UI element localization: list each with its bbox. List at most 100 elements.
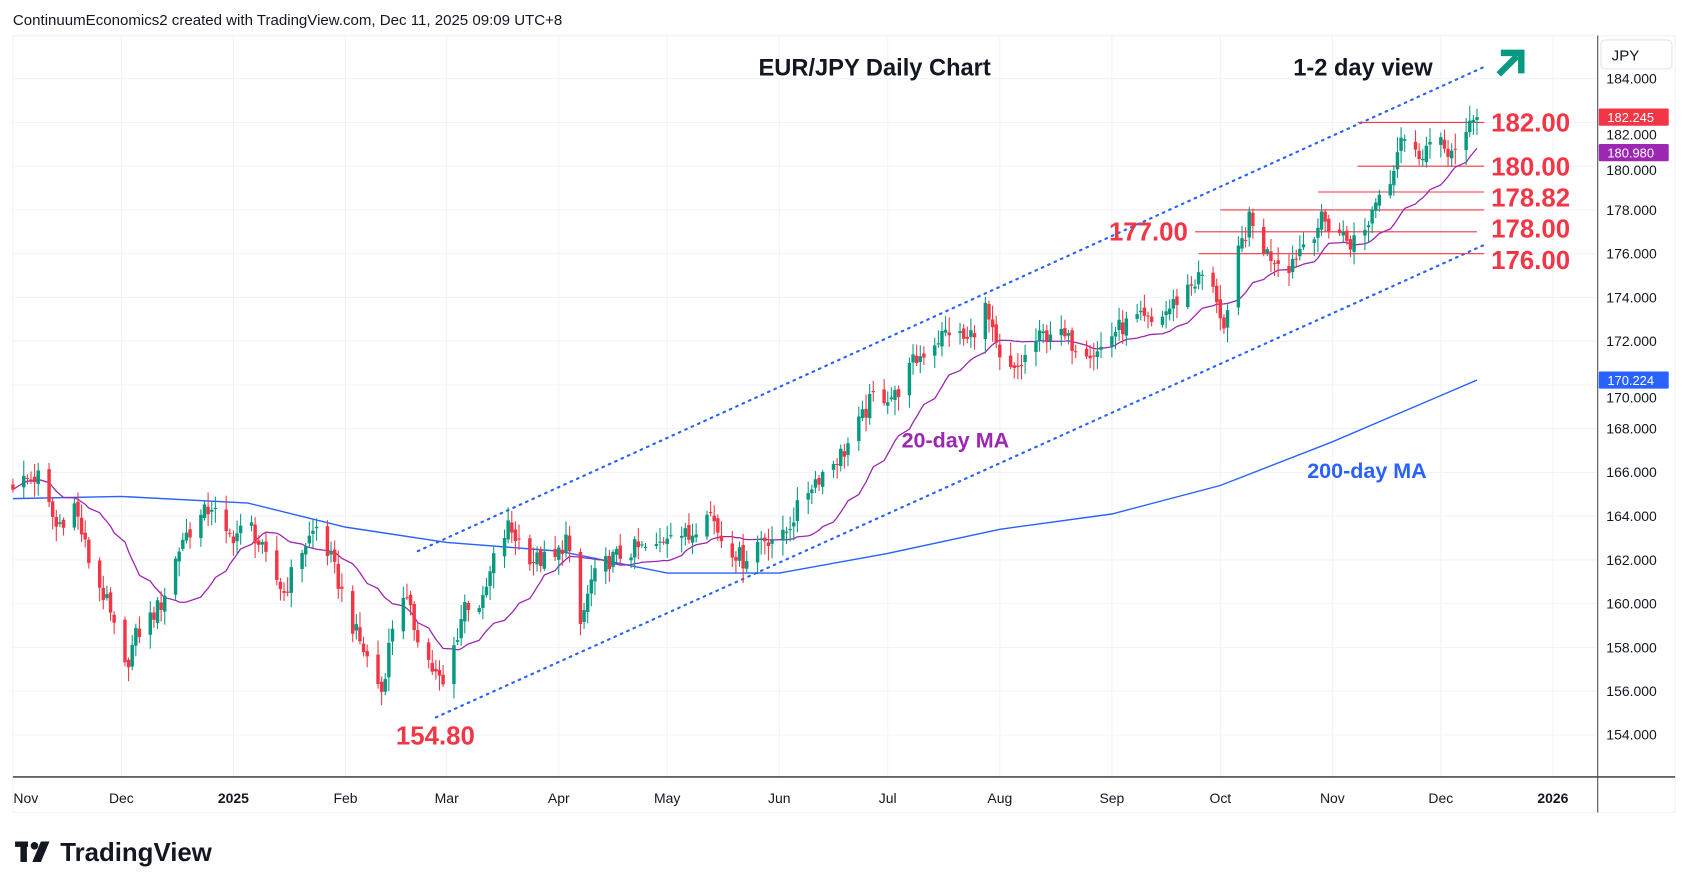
candle	[716, 518, 720, 533]
candle	[889, 397, 894, 400]
candle	[354, 624, 359, 631]
candle	[148, 612, 153, 635]
candle	[1045, 330, 1049, 341]
candle	[249, 522, 254, 526]
candle	[289, 567, 293, 593]
candle	[408, 594, 413, 606]
price-badge-ma20	[1598, 144, 1669, 162]
x-tick-label: Oct	[1209, 790, 1231, 806]
candle	[213, 507, 218, 509]
tradingview-logo[interactable]: TradingView	[15, 839, 213, 867]
candle	[206, 506, 210, 515]
candle	[126, 659, 131, 668]
candle	[1388, 184, 1392, 196]
currency-button[interactable]: JPY	[1600, 39, 1673, 70]
candle	[1225, 310, 1230, 328]
candle	[426, 642, 431, 660]
candle	[300, 553, 304, 570]
candle	[943, 329, 948, 333]
candle	[1092, 355, 1096, 357]
candle	[1110, 336, 1114, 347]
candle	[842, 451, 847, 457]
x-tick-label: Sep	[1099, 790, 1124, 806]
candle	[538, 549, 543, 566]
candle	[741, 545, 745, 569]
candle	[1066, 333, 1071, 336]
candle	[784, 531, 789, 533]
candle	[1395, 152, 1400, 170]
grid	[12, 35, 1598, 777]
candle	[1023, 354, 1027, 363]
candle	[987, 304, 991, 320]
x-axis[interactable]: Nov Dec 2025 Feb Mar Apr May Jun Jul Aug Sep Oct Nov…	[13, 790, 1568, 806]
candle	[1413, 141, 1418, 150]
candle	[437, 669, 442, 676]
candle	[430, 662, 434, 672]
candle	[1164, 311, 1168, 316]
candle	[257, 540, 261, 545]
candle	[557, 547, 561, 560]
candle	[1008, 355, 1013, 367]
candle	[76, 501, 80, 517]
y-axis[interactable]: 184.000 182.000 180.000 178.000 176.000 174.0…	[1606, 71, 1657, 743]
candle	[130, 644, 134, 667]
candle	[311, 530, 315, 534]
candle	[965, 336, 969, 339]
candle	[589, 579, 594, 594]
candle	[1399, 137, 1403, 151]
candle	[763, 537, 767, 542]
candle	[513, 529, 518, 542]
candle	[1012, 365, 1016, 368]
candle	[285, 591, 290, 593]
candle	[614, 548, 619, 555]
channel-lower-line	[434, 243, 1486, 719]
candle	[58, 522, 62, 525]
price-badge-label: 180.980	[1607, 145, 1654, 160]
candle	[1294, 258, 1298, 260]
candle	[994, 324, 998, 343]
tradingview-brand: TradingView	[60, 839, 212, 867]
candle	[604, 556, 608, 572]
candle	[1298, 248, 1302, 257]
candle	[238, 525, 243, 534]
candle	[376, 654, 380, 684]
candle	[1063, 328, 1067, 337]
candle	[314, 526, 319, 529]
ma20-label: 20-day MA	[902, 429, 1010, 453]
candle	[452, 645, 456, 685]
candle	[152, 612, 156, 620]
candle	[813, 479, 818, 488]
candle	[188, 529, 192, 538]
candle	[940, 331, 944, 347]
candle	[1402, 139, 1407, 141]
y-tick-label: 164.000	[1606, 508, 1657, 524]
candle	[1088, 355, 1092, 359]
candle	[958, 331, 962, 334]
candle	[564, 534, 568, 553]
candle	[922, 353, 926, 358]
candle	[340, 586, 344, 589]
candle	[636, 541, 641, 548]
candle	[361, 643, 366, 653]
candle	[1442, 139, 1447, 149]
candle	[864, 408, 868, 418]
candle	[1070, 330, 1074, 351]
candle	[1222, 317, 1226, 329]
candle	[918, 356, 922, 363]
ma200-label: 200-day MA	[1307, 459, 1427, 483]
candle	[632, 539, 637, 558]
candle	[1449, 150, 1454, 159]
candle	[379, 681, 384, 692]
candle	[488, 571, 492, 586]
candle	[1464, 131, 1468, 151]
candle	[911, 354, 915, 363]
candle	[882, 389, 886, 404]
y-tick-label: 184.000	[1606, 71, 1657, 87]
candle	[835, 463, 839, 466]
candle	[643, 546, 648, 549]
candle	[983, 302, 988, 340]
price-badges: 182.245 180.980 170.224	[1598, 108, 1669, 389]
candle	[683, 528, 688, 537]
candle	[582, 610, 586, 622]
candle	[137, 628, 142, 638]
